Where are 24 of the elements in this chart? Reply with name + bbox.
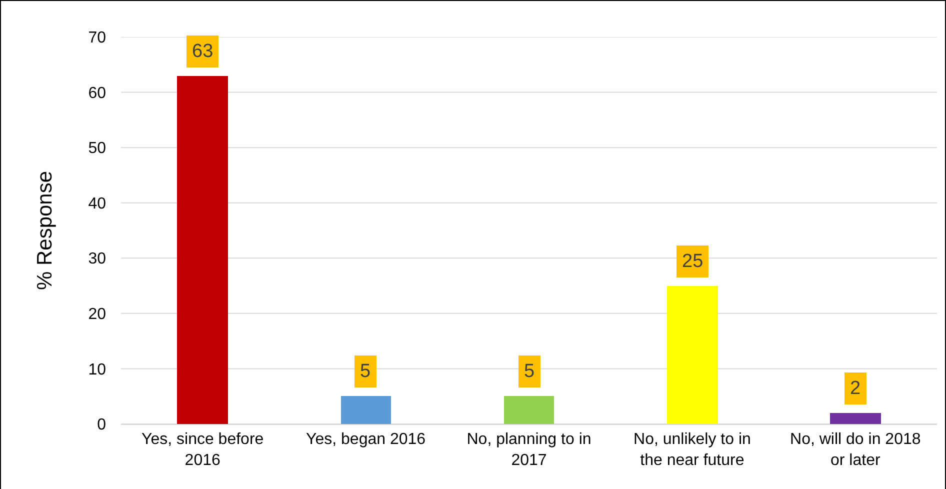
data-label: 25 (682, 251, 704, 272)
x-tick-label: No, planning to in 2017 (466, 431, 592, 469)
x-tick-label: No, will do in 2018 or later (790, 431, 921, 469)
y-tick-label: 40 (88, 195, 106, 212)
y-axis-title: % Response (33, 170, 56, 290)
y-tick-label: 0 (97, 416, 106, 434)
bar (504, 396, 554, 424)
y-tick-label: 50 (88, 140, 106, 158)
y-tick-label: 60 (88, 84, 106, 102)
y-tick-label: 10 (88, 361, 106, 378)
data-label: 2 (850, 378, 861, 399)
y-tick-label: 20 (88, 306, 106, 324)
data-label: 5 (360, 361, 371, 382)
y-tick-label: 70 (88, 30, 106, 47)
y-tick-label: 30 (88, 250, 106, 268)
bar (341, 396, 391, 424)
x-tick-label: Yes, began 2016 (306, 431, 426, 448)
bar (667, 286, 718, 424)
bar (830, 413, 881, 424)
data-label: 63 (192, 41, 214, 62)
x-tick-label: Yes, since before 2016 (142, 431, 264, 469)
x-tick-label: No, unlikely to in the near future (634, 431, 751, 469)
data-label: 5 (524, 361, 535, 382)
bar (177, 76, 228, 424)
